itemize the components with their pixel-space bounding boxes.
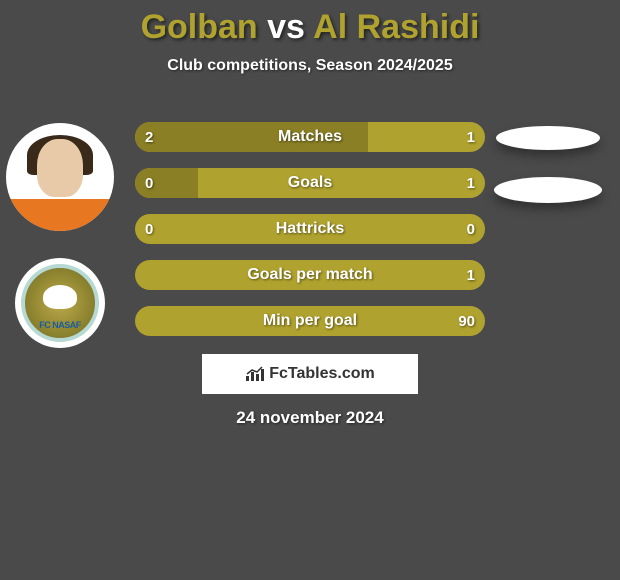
stat-bar: 01Goals: [135, 168, 485, 198]
page-title: Golban vs Al Rashidi: [0, 0, 620, 47]
stat-label: Hattricks: [135, 214, 485, 244]
club-badge: FC NASAF: [15, 258, 105, 348]
stat-label: Min per goal: [135, 306, 485, 336]
brand-text: FcTables.com: [269, 365, 375, 383]
title-player2: Al Rashidi: [313, 8, 479, 46]
subtitle: Club competitions, Season 2024/2025: [0, 57, 620, 75]
title-vs: vs: [267, 8, 305, 46]
brand-box[interactable]: FcTables.com: [202, 354, 418, 394]
chart-icon: [245, 366, 265, 382]
player2-avatar-placeholder-2: [494, 177, 602, 203]
stat-label: Matches: [135, 122, 485, 152]
date-text: 24 november 2024: [0, 408, 620, 428]
stat-label: Goals: [135, 168, 485, 198]
stat-label: Goals per match: [135, 260, 485, 290]
stat-bar: 90Min per goal: [135, 306, 485, 336]
stat-bar: 00Hattricks: [135, 214, 485, 244]
stats-bars: 21Matches 01Goals 00Hattricks 1Goals per ma…: [135, 122, 485, 352]
stat-bar: 1Goals per match: [135, 260, 485, 290]
player2-avatar-placeholder-1: [496, 126, 600, 150]
player1-avatar: [6, 123, 114, 231]
stat-bar: 21Matches: [135, 122, 485, 152]
title-player1: Golban: [141, 8, 258, 46]
